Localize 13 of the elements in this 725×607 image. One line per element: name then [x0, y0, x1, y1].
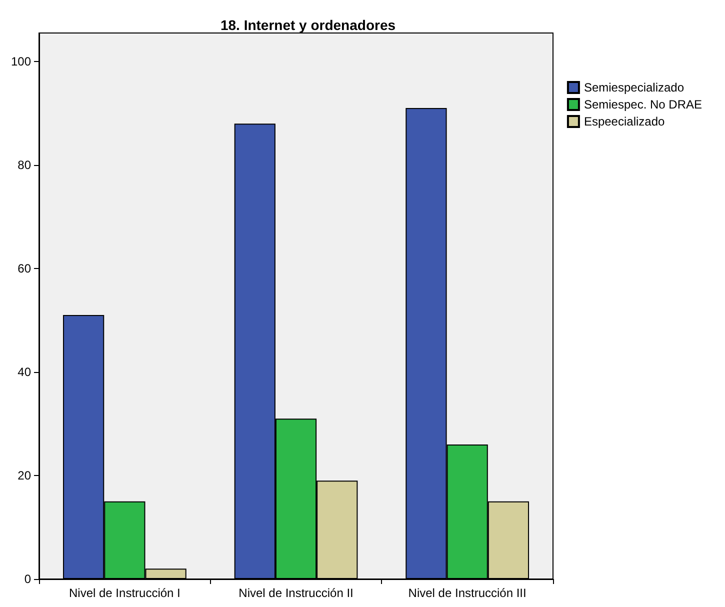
y-tick-label: 20: [18, 468, 32, 482]
y-tick-label: 0: [24, 572, 32, 586]
legend-label: Semiespec. No DRAE: [584, 98, 702, 112]
x-tick-label: Nivel de Instrucción I: [68, 586, 180, 600]
y-tick-label: 100: [10, 54, 32, 68]
y-tick-label: 80: [18, 158, 32, 172]
y-tick-label: 60: [18, 261, 32, 276]
y-tick-label: 40: [18, 364, 32, 379]
chart-title: 18. Internet y ordenadores: [220, 17, 396, 33]
x-tick-label: Nivel de Instrucción III: [408, 586, 526, 600]
x-tick-label: Nivel de Instrucción II: [238, 586, 354, 600]
legend-label: Espeecializado: [584, 114, 665, 128]
legend-label: Semiespecializado: [584, 80, 684, 94]
